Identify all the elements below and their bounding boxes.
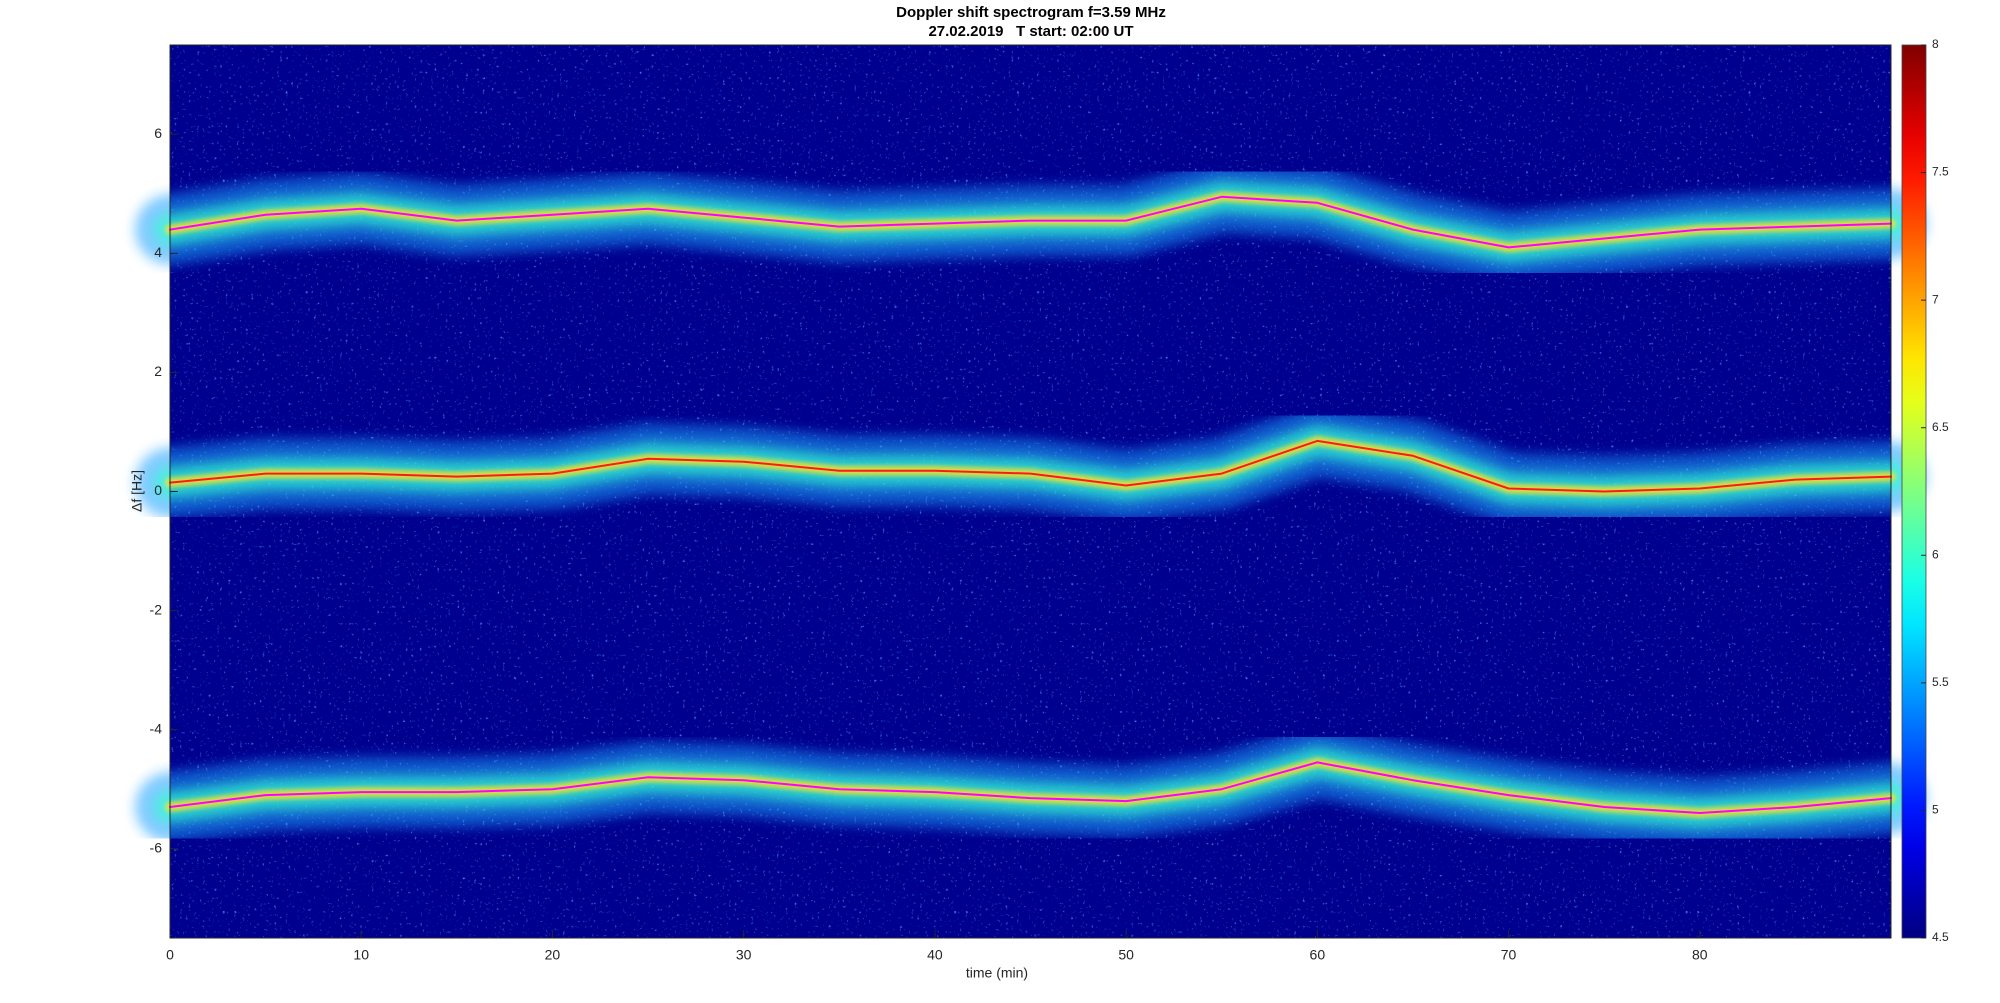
chart-title: Doppler shift spectrogram f=3.59 MHz (896, 4, 1166, 21)
colorbar-tick-label: 6 (1932, 547, 1939, 561)
y-tick-label: 0 (154, 482, 162, 498)
colorbar-tick-label: 5 (1932, 803, 1939, 817)
y-tick-label: -2 (150, 601, 163, 617)
y-tick-label: -4 (150, 720, 163, 736)
x-tick-label: 40 (927, 947, 943, 963)
y-axis-label: Δf [Hz] (129, 470, 145, 512)
x-tick-label: 20 (545, 947, 561, 963)
x-tick-label: 70 (1501, 947, 1517, 963)
colorbar-tick-label: 7.5 (1932, 165, 1949, 179)
x-tick-label: 60 (1310, 947, 1326, 963)
y-tick-label: 2 (154, 363, 162, 379)
y-tick-label: 4 (154, 244, 162, 260)
y-tick-label: 6 (154, 125, 162, 141)
x-tick-label: 0 (166, 947, 174, 963)
x-tick-label: 10 (353, 947, 369, 963)
y-tick-label: -6 (150, 839, 163, 855)
colorbar-tick-label: 7 (1932, 292, 1939, 306)
trace-line (169, 195, 1892, 249)
colorbar-tick-label: 4.5 (1932, 930, 1949, 944)
traces (135, 161, 1926, 848)
colorbar (1901, 44, 1927, 939)
colorbar-tick-label: 5.5 (1932, 675, 1949, 689)
x-axis-label: time (min) (966, 965, 1028, 981)
trace-line (169, 439, 1892, 493)
x-tick-label: 30 (736, 947, 752, 963)
x-tick-label: 50 (1118, 947, 1134, 963)
colorbar-tick-label: 6.5 (1932, 420, 1949, 434)
chart-subtitle: 27.02.2019 T start: 02:00 UT (928, 23, 1133, 40)
trace-line (169, 761, 1892, 814)
colorbar-tick-label: 8 (1932, 37, 1939, 51)
x-tick-label: 80 (1692, 947, 1708, 963)
